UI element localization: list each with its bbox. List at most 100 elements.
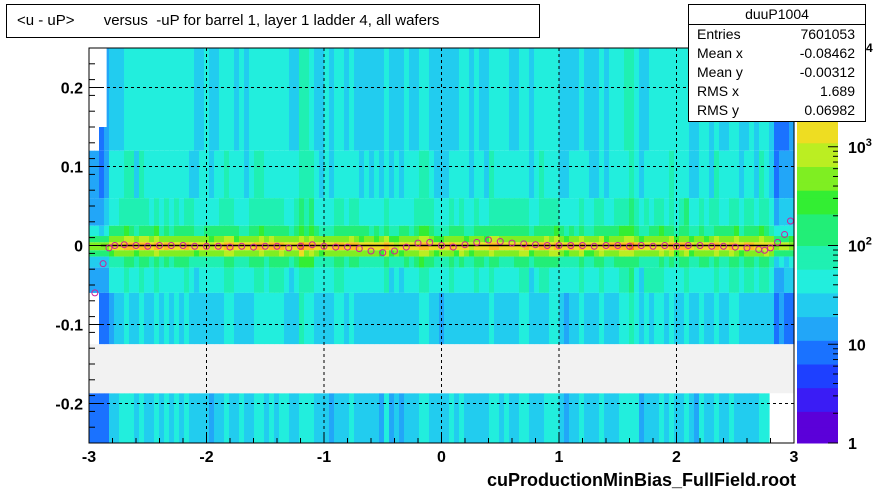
heat-cell bbox=[554, 198, 560, 226]
heat-cell bbox=[719, 393, 725, 443]
heat-cell bbox=[294, 292, 300, 345]
heat-cell bbox=[589, 250, 595, 257]
heat-cell bbox=[584, 267, 590, 293]
heat-cell bbox=[404, 225, 410, 237]
heat-cell bbox=[214, 292, 220, 345]
heat-cell bbox=[124, 48, 130, 151]
heat-cell bbox=[164, 150, 170, 199]
heat-cell bbox=[544, 242, 550, 251]
heat-cell bbox=[259, 48, 265, 151]
heat-cell bbox=[719, 267, 725, 293]
heat-cell bbox=[784, 236, 790, 243]
heat-cell bbox=[714, 198, 720, 226]
heat-cell bbox=[674, 393, 680, 443]
heat-cell bbox=[359, 225, 365, 237]
heat-cell bbox=[159, 250, 165, 257]
heat-cell bbox=[399, 393, 405, 443]
heat-cell bbox=[184, 292, 190, 345]
profile-point bbox=[167, 242, 175, 249]
heat-cell bbox=[599, 267, 605, 293]
heat-cell bbox=[719, 256, 725, 268]
heat-cell bbox=[564, 250, 570, 257]
heat-cell bbox=[684, 236, 690, 243]
heat-cell bbox=[389, 393, 395, 443]
heat-cell bbox=[719, 236, 725, 243]
heat-cell bbox=[394, 292, 400, 345]
heat-cell bbox=[539, 48, 545, 151]
heat-cell bbox=[464, 256, 470, 268]
heat-cell bbox=[364, 267, 370, 293]
profile-point bbox=[203, 242, 210, 250]
heat-cell bbox=[249, 150, 255, 199]
heat-cell bbox=[229, 198, 235, 226]
heat-cell bbox=[514, 198, 520, 226]
heat-cell bbox=[394, 225, 400, 237]
heat-cell bbox=[239, 256, 245, 268]
stats-value: 7601053 bbox=[800, 26, 855, 42]
heat-cell bbox=[704, 256, 710, 268]
heat-cell bbox=[209, 48, 215, 151]
heat-cell bbox=[164, 267, 170, 293]
heat-cell bbox=[164, 225, 170, 237]
heat-cell bbox=[254, 236, 260, 243]
heat-cell bbox=[139, 292, 145, 345]
profile-point bbox=[391, 247, 398, 255]
heat-cell bbox=[234, 225, 240, 237]
heat-cell bbox=[764, 198, 770, 226]
heat-cell bbox=[364, 150, 370, 199]
heat-cell bbox=[169, 256, 175, 268]
heat-cell bbox=[749, 393, 755, 443]
heat-cell bbox=[459, 150, 465, 199]
heat-cell bbox=[624, 256, 630, 268]
heat-cell bbox=[744, 236, 750, 243]
heat-cell bbox=[664, 225, 670, 237]
heat-cell bbox=[559, 393, 565, 443]
heat-cell bbox=[689, 225, 695, 237]
profile-point bbox=[344, 243, 351, 251]
heat-cell bbox=[574, 242, 580, 251]
heat-cell bbox=[149, 236, 155, 243]
heat-cell bbox=[339, 393, 345, 443]
heat-cell bbox=[159, 48, 165, 151]
heat-cell bbox=[294, 225, 300, 237]
heat-cell bbox=[549, 393, 555, 443]
profile-point bbox=[543, 242, 551, 249]
heat-cell bbox=[299, 292, 305, 345]
heat-cell bbox=[344, 256, 350, 268]
profile-point bbox=[132, 242, 140, 249]
heat-cell bbox=[134, 242, 140, 251]
heat-cell bbox=[589, 150, 595, 199]
heat-cell bbox=[669, 225, 675, 237]
color-scale-segment bbox=[797, 332, 838, 341]
heat-cell bbox=[704, 292, 710, 345]
y-tick-label: -0.2 bbox=[55, 397, 83, 414]
heat-cell bbox=[269, 48, 275, 151]
heat-cell bbox=[144, 292, 150, 345]
heat-cell bbox=[194, 198, 200, 226]
heat-cell bbox=[539, 198, 545, 226]
heat-cell bbox=[479, 267, 485, 293]
heat-cell bbox=[764, 236, 770, 243]
heat-cell bbox=[199, 236, 205, 243]
heat-cell bbox=[274, 242, 280, 251]
heat-cell bbox=[299, 256, 305, 268]
heat-cell bbox=[419, 150, 425, 199]
heat-cell bbox=[519, 256, 525, 268]
heat-cell bbox=[284, 256, 290, 268]
heat-cell bbox=[719, 225, 725, 237]
heat-cell bbox=[479, 242, 485, 251]
heat-cell bbox=[454, 236, 460, 243]
heat-cell bbox=[484, 256, 490, 268]
heat-cell bbox=[494, 267, 500, 293]
heat-cell bbox=[219, 250, 225, 257]
heat-cell bbox=[294, 242, 300, 251]
heat-cell bbox=[569, 198, 575, 226]
heat-cell bbox=[579, 250, 585, 257]
heat-cell bbox=[134, 48, 140, 151]
heat-cell bbox=[114, 292, 120, 345]
heat-cell bbox=[319, 242, 325, 251]
heat-cell bbox=[649, 198, 655, 226]
heat-cell bbox=[259, 236, 265, 243]
heat-cell bbox=[644, 256, 650, 268]
profile-point bbox=[602, 242, 610, 249]
